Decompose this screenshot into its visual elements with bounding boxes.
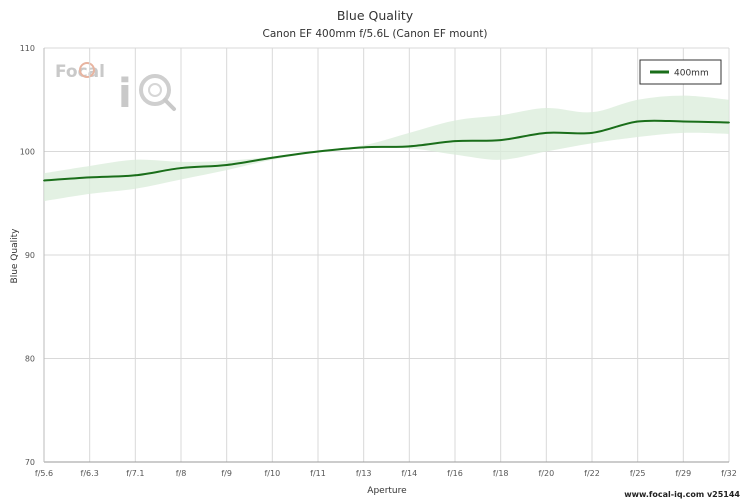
x-tick-label: f/7.1	[126, 469, 144, 478]
x-axis-title: Aperture	[367, 486, 407, 496]
data-point	[499, 139, 502, 142]
x-tick-label: f/32	[721, 469, 737, 478]
data-point	[180, 167, 182, 169]
y-tick-label: 90	[25, 251, 35, 260]
data-point	[728, 121, 730, 124]
data-point	[636, 120, 639, 123]
footer-credit: www.focal-iq.com v25144	[624, 490, 740, 499]
x-axis-ticks: f/5.6 f/6.3 f/7.1 f/8 f/9 f/10 f/11 f/13 f/14 f/1…	[35, 469, 737, 478]
y-tick-label: 100	[20, 148, 35, 157]
data-point	[591, 131, 593, 134]
y-tick-label: 110	[20, 44, 35, 53]
x-tick-label: f/18	[493, 469, 509, 478]
logo-lens-icon	[139, 74, 171, 106]
y-tick-label: 70	[25, 458, 35, 467]
x-tick-label: f/5.6	[35, 469, 53, 478]
x-tick-label: f/11	[310, 469, 326, 478]
confidence-band	[44, 95, 729, 202]
x-tick-label: f/22	[584, 469, 600, 478]
x-tick-label: f/20	[538, 469, 554, 478]
logo-handle-icon	[163, 98, 176, 111]
y-axis-ticks: 70 80 90 100 110	[20, 44, 35, 467]
confidence-band-layer	[44, 95, 729, 202]
chart-title: Blue Quality	[337, 8, 414, 23]
x-tick-label: f/25	[630, 469, 646, 478]
logo-ring	[79, 62, 95, 78]
chart-subtitle: Canon EF 400mm f/5.6L (Canon EF mount)	[263, 28, 488, 40]
series-line-layer	[43, 119, 730, 182]
logo-text-iq: i	[118, 71, 132, 117]
x-tick-label: f/9	[221, 469, 232, 478]
x-tick-label: f/29	[675, 469, 691, 478]
data-point	[454, 140, 456, 143]
x-tick-label: f/13	[356, 469, 372, 478]
x-tick-label: f/10	[264, 469, 280, 478]
data-point	[408, 145, 411, 148]
data-point	[682, 120, 685, 123]
x-tick-label: f/14	[401, 469, 417, 478]
logo-aperture-icon	[148, 83, 162, 97]
data-point	[362, 146, 365, 149]
y-axis-title: Blue Quality	[10, 228, 20, 284]
y-tick-label: 80	[25, 355, 35, 364]
series-line	[43, 119, 730, 182]
x-tick-label: f/6.3	[81, 469, 99, 478]
data-point	[317, 150, 319, 153]
legend-label-400mm: 400mm	[674, 69, 709, 79]
data-point	[545, 131, 548, 134]
data-point	[134, 174, 137, 177]
data-point	[225, 164, 228, 166]
focal-iq-logo: Focal i	[55, 62, 176, 117]
data-point	[271, 156, 274, 159]
data-point	[43, 179, 45, 182]
data-point	[88, 176, 91, 179]
x-tick-label: f/16	[447, 469, 463, 478]
x-tick-label: f/8	[176, 469, 187, 478]
legend[interactable]: 400mm	[639, 59, 722, 85]
